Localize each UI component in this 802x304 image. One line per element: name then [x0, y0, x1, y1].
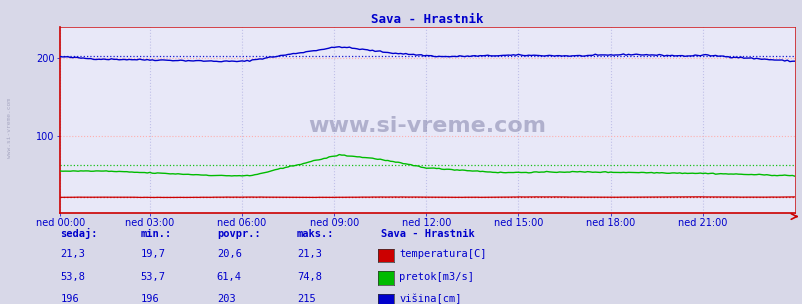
Text: 53,7: 53,7 [140, 272, 165, 282]
Text: 74,8: 74,8 [297, 272, 322, 282]
Text: 61,4: 61,4 [217, 272, 241, 282]
Text: pretok[m3/s]: pretok[m3/s] [399, 272, 473, 282]
Text: 203: 203 [217, 295, 235, 304]
Text: maks.:: maks.: [297, 229, 334, 239]
Text: Sava - Hrastnik: Sava - Hrastnik [381, 229, 475, 239]
Text: 20,6: 20,6 [217, 249, 241, 259]
Text: www.si-vreme.com: www.si-vreme.com [308, 116, 546, 136]
Text: 215: 215 [297, 295, 315, 304]
Text: 196: 196 [60, 295, 79, 304]
Text: temperatura[C]: temperatura[C] [399, 249, 486, 259]
Text: 21,3: 21,3 [297, 249, 322, 259]
Text: povpr.:: povpr.: [217, 229, 260, 239]
Text: 53,8: 53,8 [60, 272, 85, 282]
Title: Sava - Hrastnik: Sava - Hrastnik [371, 13, 484, 26]
Text: 196: 196 [140, 295, 159, 304]
Text: 21,3: 21,3 [60, 249, 85, 259]
Text: 19,7: 19,7 [140, 249, 165, 259]
Text: min.:: min.: [140, 229, 172, 239]
Text: višina[cm]: višina[cm] [399, 294, 461, 304]
Text: www.si-vreme.com: www.si-vreme.com [7, 98, 12, 158]
Text: sedaj:: sedaj: [60, 228, 98, 239]
